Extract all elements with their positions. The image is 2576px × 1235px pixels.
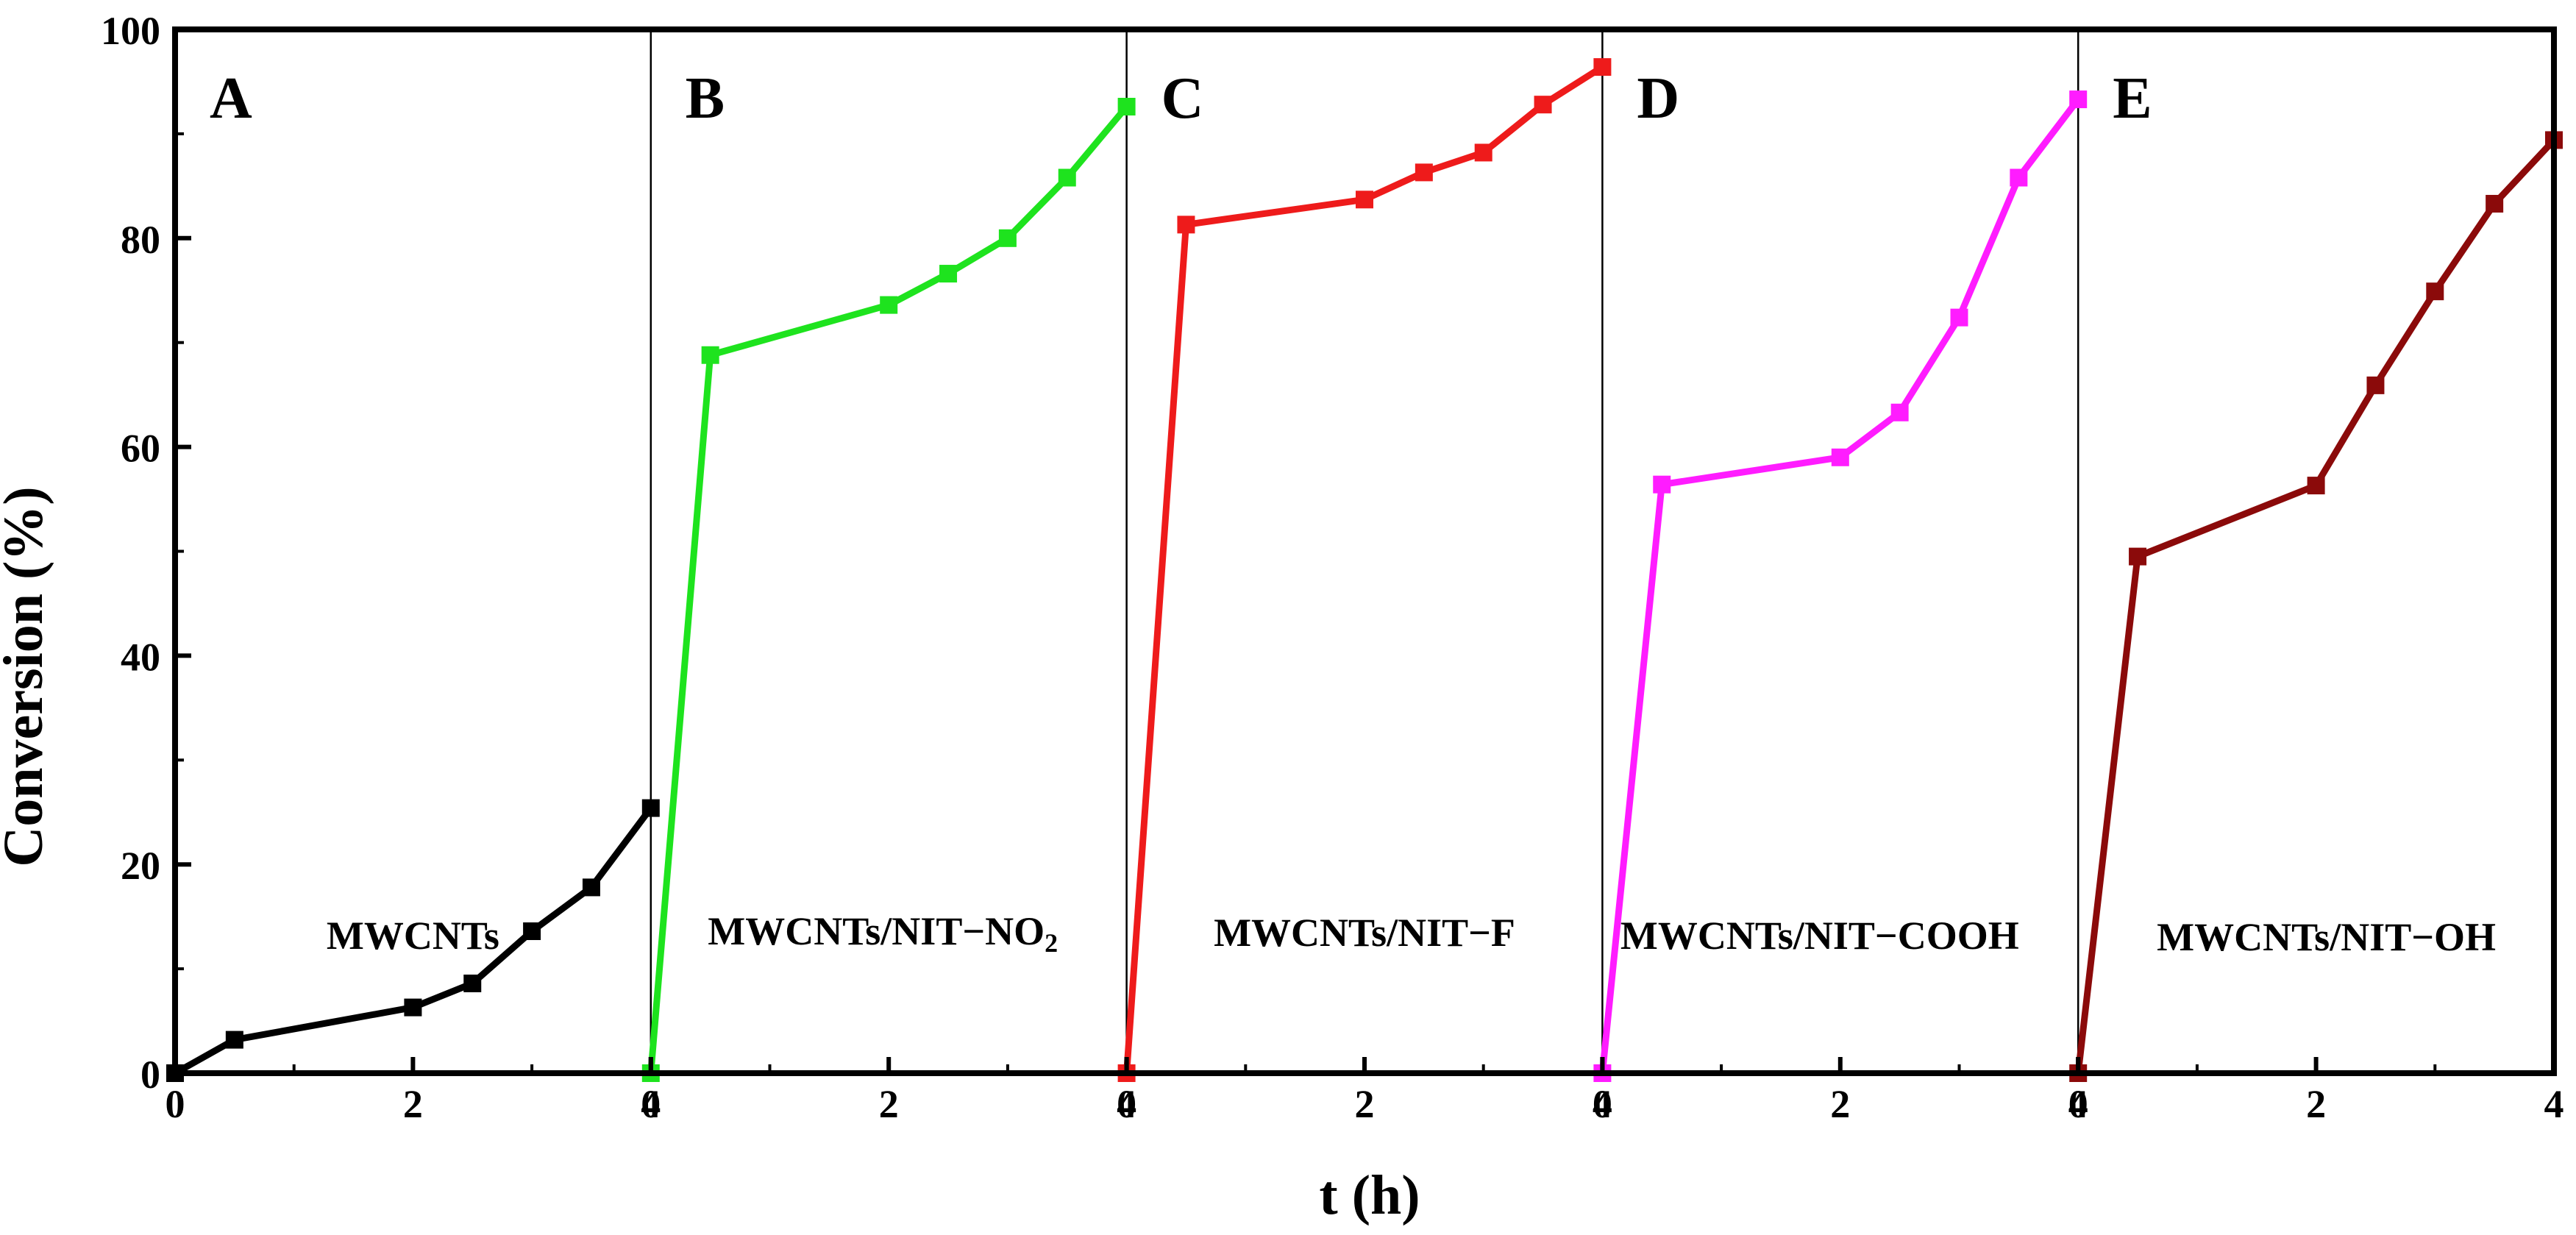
- data-point: [2366, 376, 2385, 394]
- y-tick-label: 20: [121, 844, 160, 888]
- x-axis-label: t (h): [1319, 1164, 1420, 1226]
- panel-letter: D: [1637, 66, 1679, 131]
- x-tick-label: 2: [403, 1082, 423, 1126]
- x-tick-label: 4: [2544, 1082, 2564, 1126]
- panel-dividers: [650, 29, 2079, 1073]
- y-axis-label: Conversion (%): [0, 486, 54, 866]
- x-tick-label: 0: [1117, 1082, 1136, 1126]
- x-tick-label: 4: [641, 1082, 661, 1126]
- series-name-label: MWCNTs/NIT−F: [1214, 911, 1515, 955]
- x-tick-label: 4: [1117, 1082, 1136, 1126]
- data-point: [2010, 168, 2028, 187]
- series-name: MWCNTs/NIT−OH: [2157, 915, 2496, 959]
- series-name-label: MWCNTs: [327, 914, 499, 958]
- data-point: [701, 346, 719, 364]
- data-point: [2129, 547, 2147, 566]
- data-point: [1474, 143, 1492, 162]
- x-tick-label: 2: [1830, 1082, 1850, 1126]
- panel-letter: E: [2113, 66, 2152, 131]
- x-tick-label: 0: [2068, 1082, 2088, 1126]
- data-point: [404, 998, 422, 1017]
- data-point: [1950, 308, 1968, 327]
- data-point: [998, 229, 1017, 247]
- data-point: [1058, 168, 1076, 187]
- series-name-label: MWCNTs/NIT−COOH: [1620, 914, 2019, 958]
- series-name-label: MWCNTs/NIT−OH: [2157, 915, 2496, 959]
- y-axis: 0 20 40 60 80 100: [101, 9, 191, 1097]
- x-tick-label: 0: [641, 1082, 661, 1126]
- y-tick-label: 60: [121, 427, 160, 471]
- data-point: [2486, 194, 2504, 213]
- data-point: [641, 799, 660, 817]
- series-name: MWCNTs/NIT−COOH: [1620, 914, 2019, 958]
- panel-labels: A MWCNTs B MWCNTs/NIT−NO2 C MWCNTs/NIT−F D MWCN…: [210, 66, 2496, 959]
- data-point: [2307, 477, 2325, 495]
- series-E: [2069, 131, 2563, 1082]
- data-point: [1177, 216, 1195, 234]
- x-tick-label: 0: [1593, 1082, 1612, 1126]
- x-tick-label: 2: [1355, 1082, 1375, 1126]
- panel-letter: A: [210, 66, 252, 131]
- data-point: [463, 974, 482, 992]
- panel-letter: B: [686, 66, 725, 131]
- data-point: [880, 296, 898, 314]
- data-point: [1831, 448, 1849, 466]
- series-name: MWCNTs/NIT−NO: [708, 909, 1045, 953]
- data-point: [1415, 163, 1433, 182]
- data-point: [1890, 403, 1909, 421]
- series-A: [166, 799, 660, 1082]
- y-tick-label: 80: [121, 218, 160, 262]
- data-point: [1117, 98, 1136, 116]
- series-name-label: MWCNTs/NIT−NO2: [708, 909, 1058, 958]
- data-point: [1534, 96, 1552, 114]
- data-point: [2069, 90, 2088, 109]
- data-point: [225, 1031, 243, 1049]
- series-B: [641, 98, 1136, 1082]
- y-tick-label: 40: [121, 635, 160, 679]
- series-name-subscript: 2: [1045, 928, 1058, 958]
- data-point: [582, 878, 600, 897]
- panel-letter: C: [1161, 66, 1204, 131]
- x-axis: 0 2 40 2 40 2 40 2 40 2 4: [166, 1057, 2564, 1126]
- series-name: MWCNTs: [327, 914, 499, 958]
- data-point: [1356, 191, 1373, 209]
- data-point: [523, 922, 541, 941]
- data-point: [1653, 475, 1671, 494]
- data-point: [939, 265, 958, 283]
- data-point: [1593, 58, 1612, 76]
- x-tick-label: 4: [2068, 1082, 2088, 1126]
- series-D: [1593, 90, 2088, 1082]
- data-point: [2426, 282, 2444, 301]
- y-tick-label: 100: [101, 9, 160, 53]
- x-tick-label: 0: [166, 1082, 185, 1126]
- x-tick-label: 4: [1593, 1082, 1612, 1126]
- series-layer: [166, 58, 2563, 1082]
- series-name: MWCNTs/NIT−F: [1214, 911, 1515, 955]
- x-tick-label: 2: [879, 1082, 899, 1126]
- y-tick-label: 0: [140, 1053, 160, 1097]
- x-tick-label: 2: [2306, 1082, 2326, 1126]
